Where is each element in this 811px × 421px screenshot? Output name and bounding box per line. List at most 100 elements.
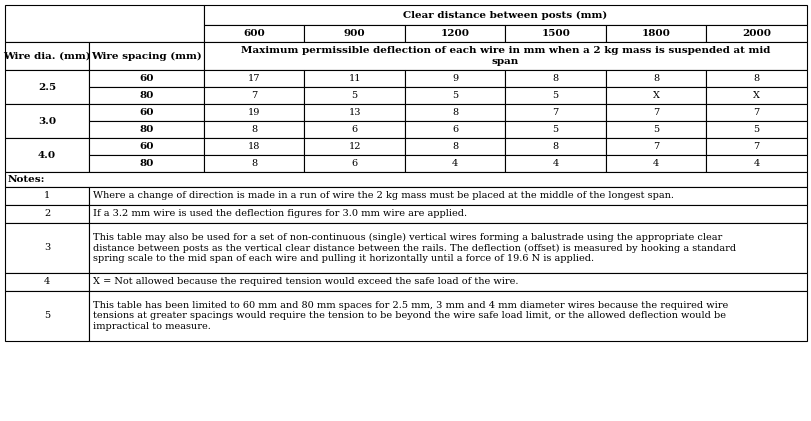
Bar [89,155,204,172]
Bar [89,273,806,291]
Text: 5: 5 [351,91,358,100]
Bar [605,121,706,138]
Text: 9: 9 [452,74,457,83]
Bar [505,138,605,155]
Bar [89,205,806,223]
Bar [405,121,505,138]
Bar [706,87,806,104]
Bar [89,121,204,138]
Text: Where a change of direction is made in a run of wire the 2 kg mass must be place: Where a change of direction is made in a… [93,192,673,200]
Bar [405,155,505,172]
Bar [605,138,706,155]
Bar [89,70,204,87]
Text: 5: 5 [552,91,558,100]
Bar [505,87,605,104]
Bar [405,87,505,104]
Bar [706,155,806,172]
Text: 8: 8 [652,74,659,83]
Text: 3.0: 3.0 [38,117,56,125]
Bar [89,291,806,341]
Bar [5,104,89,138]
Bar [89,87,204,104]
Text: 2.5: 2.5 [38,83,56,91]
Text: 5: 5 [452,91,457,100]
Text: 2000: 2000 [741,29,770,38]
Bar [505,104,605,121]
Bar [204,121,304,138]
Bar [204,25,304,42]
Text: 5: 5 [44,312,50,320]
Bar [304,121,405,138]
Bar [304,138,405,155]
Text: 7: 7 [251,91,257,100]
Text: This table has been limited to 60 mm and 80 mm spaces for 2.5 mm, 3 mm and 4 mm : This table has been limited to 60 mm and… [93,301,727,331]
Text: 4: 4 [652,159,659,168]
Bar [89,187,806,205]
Text: 5: 5 [753,125,759,134]
Text: Maximum permissible deflection of each wire in mm when a 2 kg mass is suspended : Maximum permissible deflection of each w… [241,46,769,66]
Text: This table may also be used for a set of non-continuous (single) vertical wires : This table may also be used for a set of… [93,233,736,263]
Text: 5: 5 [652,125,659,134]
Bar [505,155,605,172]
Text: Clear distance between posts (mm): Clear distance between posts (mm) [403,11,607,19]
Bar [89,104,204,121]
Bar [5,172,806,187]
Bar [204,5,806,25]
Text: 11: 11 [348,74,361,83]
Bar [304,104,405,121]
Bar [89,138,204,155]
Text: 4.0: 4.0 [38,150,56,160]
Text: 60: 60 [139,108,153,117]
Text: 8: 8 [452,108,457,117]
Text: 13: 13 [348,108,361,117]
Bar [204,42,806,70]
Bar [204,138,304,155]
Bar [5,5,204,42]
Bar [706,25,806,42]
Text: 5: 5 [552,125,558,134]
Text: 3: 3 [44,243,50,253]
Bar [405,138,505,155]
Bar [5,273,89,291]
Text: X = Not allowed because the required tension would exceed the safe load of the w: X = Not allowed because the required ten… [93,277,518,287]
Text: 7: 7 [652,142,659,151]
Text: Notes:: Notes: [8,175,45,184]
Bar [706,121,806,138]
Text: 8: 8 [753,74,759,83]
Text: 6: 6 [351,125,358,134]
Bar [5,187,89,205]
Bar [405,25,505,42]
Text: 4: 4 [753,159,759,168]
Text: 8: 8 [251,125,257,134]
Bar [505,25,605,42]
Bar [706,104,806,121]
Text: 1: 1 [44,192,50,200]
Bar [505,121,605,138]
Text: X: X [753,91,759,100]
Text: 60: 60 [139,142,153,151]
Bar [605,104,706,121]
Text: 8: 8 [251,159,257,168]
Text: 80: 80 [139,91,153,100]
Bar [304,25,405,42]
Text: 600: 600 [243,29,264,38]
Text: X: X [652,91,659,100]
Text: 60: 60 [139,74,153,83]
Text: 7: 7 [552,108,558,117]
Text: 8: 8 [552,74,558,83]
Bar [405,104,505,121]
Text: 4: 4 [44,277,50,287]
Bar [204,70,304,87]
Bar [5,205,89,223]
Text: 2: 2 [44,210,50,218]
Bar [5,291,89,341]
Bar [605,25,706,42]
Text: 7: 7 [753,108,759,117]
Text: 8: 8 [552,142,558,151]
Bar [304,87,405,104]
Text: 4: 4 [452,159,457,168]
Bar [304,155,405,172]
Bar [5,42,89,70]
Text: If a 3.2 mm wire is used the deflection figures for 3.0 mm wire are applied.: If a 3.2 mm wire is used the deflection … [93,210,466,218]
Text: 1800: 1800 [641,29,670,38]
